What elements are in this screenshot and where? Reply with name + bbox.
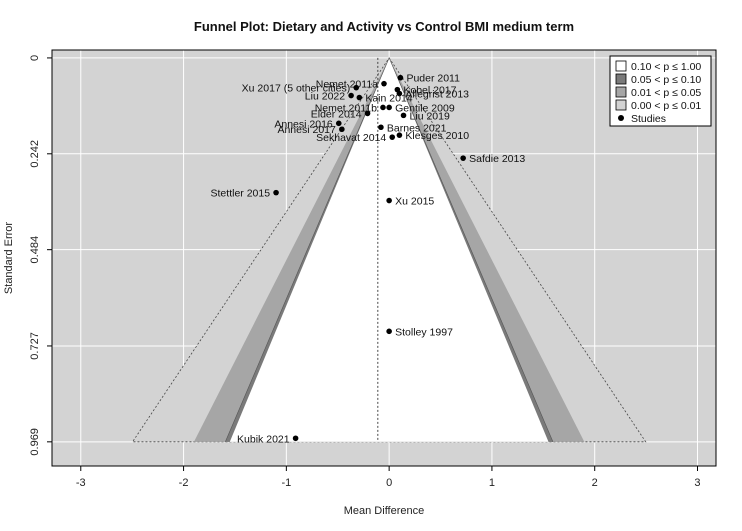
legend: 0.10 < p ≤ 1.000.05 < p ≤ 0.100.01 < p ≤… [609, 55, 712, 127]
x-axis: -3 -2 -1 0 1 2 3 [76, 466, 701, 489]
study-label-2: Kobel 2017 [403, 85, 456, 97]
x-tick-label-4: 1 [489, 477, 495, 489]
legend-label-4: Studies [631, 113, 666, 125]
x-tick-label-2: -1 [281, 477, 291, 489]
study-label-12: Barnes 2021 [387, 122, 447, 134]
study-label-0: Puder 2011 [406, 73, 460, 85]
study-points: Puder 2011 Nemet 2011a Kobel 2017 Xu 2017 (… [211, 73, 526, 446]
y-tick-label-2: 0.484 [29, 236, 41, 264]
study-label-8: Gentile 2009 [395, 102, 455, 114]
study-point-14 [396, 132, 403, 138]
x-tick-label-6: 3 [694, 477, 700, 489]
study-label-20: Kubik 2021 [237, 433, 290, 445]
legend-label-1: 0.05 < p ≤ 0.10 [631, 74, 701, 86]
legend-swatch-0 [615, 60, 627, 72]
study-point-6 [356, 94, 363, 101]
study-label-10: Liu 2019 [410, 110, 450, 122]
study-point-20 [292, 435, 299, 442]
study-point-17 [273, 189, 279, 196]
legend-swatch-1 [615, 73, 627, 85]
study-point-10 [400, 112, 407, 119]
study-point-3 [353, 84, 360, 91]
legend-marker-studies [618, 115, 624, 121]
plot-frame [51, 49, 717, 467]
study-label-9: Elder 2014 [311, 108, 362, 120]
y-tick-label-0: 0 [29, 55, 41, 61]
x-tick-label-1: -2 [179, 477, 189, 489]
study-label-5: Liu 2022 [305, 91, 345, 103]
study-point-18 [386, 197, 392, 204]
study-point-12 [378, 124, 384, 131]
study-label-3: Xu 2017 (5 other cities) [242, 83, 351, 95]
significance-contours [131, 57, 647, 443]
study-point-8 [386, 104, 392, 111]
contour-ns [229, 57, 549, 442]
x-axis-label: Mean Difference [344, 505, 425, 517]
x-tick-label-5: 2 [592, 477, 598, 489]
chart-title: Funnel Plot: Dietary and Activity vs Con… [194, 19, 574, 34]
study-label-13: Annesi 2017 [277, 124, 336, 136]
y-tick-label-1: 0.242 [29, 140, 41, 168]
legend-label-3: 0.00 < p ≤ 0.01 [631, 100, 701, 112]
x-tick-label-3: 0 [386, 477, 392, 489]
study-point-7 [380, 104, 386, 111]
legend-label-2: 0.01 < p ≤ 0.05 [631, 87, 701, 99]
x-tick-label-0: -3 [76, 477, 86, 489]
y-axis-label: Standard Error [3, 222, 15, 294]
legend-swatch-3 [615, 99, 627, 111]
study-label-15: Sekhavat 2014 [316, 132, 386, 144]
study-label-4: Allegrist 2013 [405, 89, 469, 101]
study-point-1 [381, 80, 387, 87]
study-label-11: Annesi 2016 [274, 118, 333, 130]
y-tick-label-3: 0.727 [29, 332, 41, 360]
contour-edge [225, 57, 554, 442]
study-label-14: Klesges 2010 [405, 130, 469, 142]
study-point-0 [397, 74, 404, 81]
study-label-17: Stettler 2015 [211, 188, 271, 200]
study-point-15 [389, 134, 396, 140]
y-axis: 0 0.242 0.484 0.727 0.969 [29, 55, 52, 456]
study-point-4 [396, 90, 403, 97]
study-label-7: Nemet 2011b [315, 102, 377, 114]
study-point-11 [335, 120, 342, 127]
study-label-6: Kain 2014 [365, 93, 412, 105]
legend-label-0: 0.10 < p ≤ 1.00 [631, 61, 701, 73]
study-label-1: Nemet 2011a [316, 79, 378, 91]
study-point-19 [386, 328, 392, 335]
y-tick-label-4: 0.969 [29, 428, 41, 456]
legend-swatch-2 [615, 86, 627, 98]
study-point-13 [339, 126, 345, 133]
legend-box [609, 55, 712, 127]
study-point-9 [364, 110, 371, 117]
study-label-19: Stolley 1997 [395, 326, 453, 338]
study-label-16: Safdie 2013 [469, 153, 525, 165]
study-point-5 [348, 92, 354, 99]
study-label-18: Xu 2015 [395, 196, 434, 208]
study-point-16 [460, 155, 466, 161]
